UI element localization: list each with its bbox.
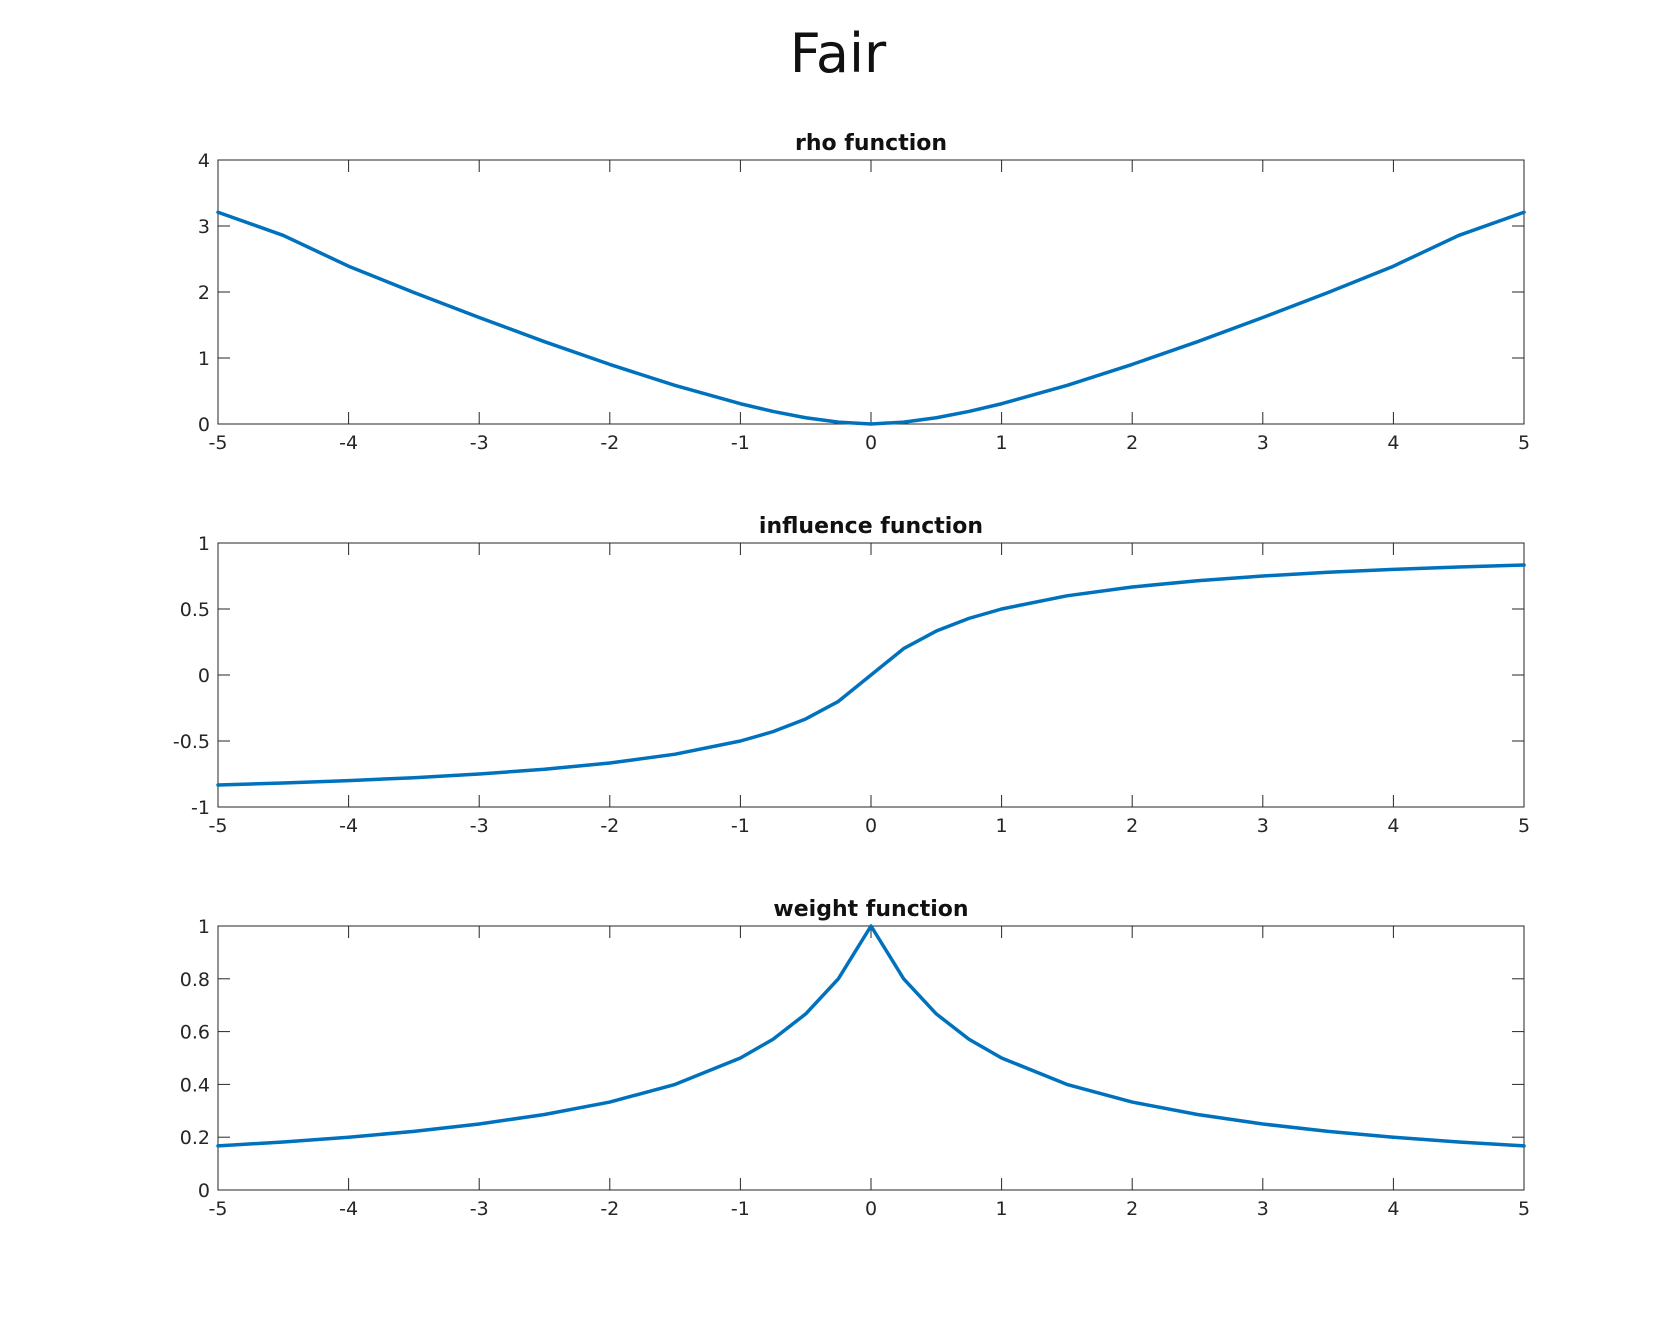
x-tick-label: 1 xyxy=(996,1198,1008,1220)
x-tick-label: -3 xyxy=(470,432,489,454)
weight-function-series-line xyxy=(216,924,1526,1148)
y-tick-label: 1 xyxy=(198,916,210,938)
x-tick-label: -4 xyxy=(339,432,358,454)
x-tick-label: 3 xyxy=(1257,1198,1269,1220)
y-tick-label: 0.2 xyxy=(180,1127,210,1149)
x-tick-label: 5 xyxy=(1518,815,1530,837)
weight-function-axes: weight function -5 -4 -3 -2 -1 0 1 2 3 4 5 0 0.2 0.4 0.… xyxy=(180,897,1530,1220)
x-tick-label: -1 xyxy=(731,815,750,837)
rho-function-series-line xyxy=(216,210,1526,426)
x-tick-label: 1 xyxy=(996,432,1008,454)
y-tick-label: 0.5 xyxy=(180,599,210,621)
x-tick-label: 0 xyxy=(865,1198,877,1220)
influence-function-axes: influence function -5 -4 -3 -2 -1 0 1 2 3 4 5 -1 -0.5… xyxy=(173,514,1530,837)
x-tick-label: -5 xyxy=(209,815,228,837)
rho-function-title: rho function xyxy=(795,131,947,156)
x-tick-label: 1 xyxy=(996,815,1008,837)
y-tick-label: 0.8 xyxy=(180,969,210,991)
x-tick-label: 4 xyxy=(1387,815,1399,837)
influence-function-title: influence function xyxy=(759,514,983,539)
weight-function-title: weight function xyxy=(773,897,968,922)
x-tick-label: -2 xyxy=(600,432,619,454)
weight-function-axes-box xyxy=(217,925,1525,1191)
x-tick-label: -3 xyxy=(470,815,489,837)
x-tick-label: 5 xyxy=(1518,1198,1530,1220)
y-tick-label: 0.6 xyxy=(180,1022,210,1044)
y-tick-label: -1 xyxy=(191,797,210,819)
influence-function-series-line xyxy=(216,563,1526,787)
x-tick-label: -5 xyxy=(209,432,228,454)
y-tick-label: 4 xyxy=(198,150,210,172)
x-tick-label: -4 xyxy=(339,1198,358,1220)
x-tick-label: -2 xyxy=(600,1198,619,1220)
x-tick-label: 0 xyxy=(865,432,877,454)
x-tick-label: 4 xyxy=(1387,1198,1399,1220)
y-tick-label: 0 xyxy=(198,1180,210,1202)
influence-function-axes-box xyxy=(217,542,1525,808)
x-tick-label: 5 xyxy=(1518,432,1530,454)
x-tick-label: 2 xyxy=(1126,432,1138,454)
x-tick-label: -5 xyxy=(209,1198,228,1220)
y-tick-label: 1 xyxy=(198,533,210,555)
y-tick-label: 2 xyxy=(198,282,210,304)
x-tick-label: -1 xyxy=(731,432,750,454)
figure-title: Fair xyxy=(789,22,887,85)
y-tick-label: 0.4 xyxy=(180,1074,210,1096)
x-tick-label: 2 xyxy=(1126,815,1138,837)
x-tick-label: 2 xyxy=(1126,1198,1138,1220)
x-tick-label: 3 xyxy=(1257,815,1269,837)
x-tick-label: -3 xyxy=(470,1198,489,1220)
y-tick-label: -0.5 xyxy=(173,731,210,753)
rho-function-axes: rho function -5 -4 -3 -2 -1 0 1 2 3 4 5 0 1 2 3 4 xyxy=(198,131,1530,454)
y-tick-label: 0 xyxy=(198,665,210,687)
x-tick-label: 4 xyxy=(1387,432,1399,454)
x-tick-label: -1 xyxy=(731,1198,750,1220)
x-tick-label: 0 xyxy=(865,815,877,837)
x-tick-label: 3 xyxy=(1257,432,1269,454)
y-tick-label: 3 xyxy=(198,216,210,238)
y-tick-label: 1 xyxy=(198,348,210,370)
y-tick-label: 0 xyxy=(198,414,210,436)
x-tick-label: -2 xyxy=(600,815,619,837)
x-tick-label: -4 xyxy=(339,815,358,837)
